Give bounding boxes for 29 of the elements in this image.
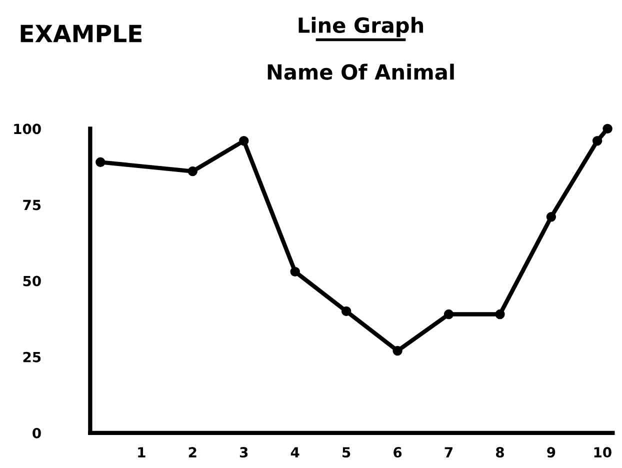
y-tick-label: 75 — [23, 200, 41, 210]
x-tick-label: 9 — [547, 447, 556, 458]
x-tick-label: 3 — [240, 447, 248, 458]
point — [495, 309, 505, 320]
x-tick-label: 7 — [444, 447, 452, 458]
y-tick-label: 25 — [23, 352, 41, 362]
chart-subtitle: Name Of Animal — [268, 64, 454, 80]
x-tick-label: 1 — [138, 447, 146, 458]
point — [96, 157, 106, 168]
point — [444, 309, 454, 320]
y-tick-label: 50 — [23, 276, 41, 286]
x-tick-label: 5 — [342, 447, 350, 458]
point — [290, 266, 300, 277]
x-tick-label: 2 — [188, 447, 196, 458]
point — [392, 346, 402, 356]
chart-title: Line Graph — [298, 16, 424, 38]
x-tick-label: 6 — [394, 447, 402, 458]
point — [546, 212, 556, 222]
text: EXAMPLE — [20, 24, 142, 42]
point — [341, 306, 352, 316]
point — [239, 136, 249, 146]
x-tick-label: 8 — [496, 447, 504, 458]
y-tick-label: 0 — [32, 428, 41, 438]
x-tick-label: 4 — [290, 447, 300, 458]
x-tick-label: 10 — [594, 447, 612, 458]
point — [602, 124, 612, 134]
point — [188, 166, 198, 176]
y-tick-label: 100 — [14, 124, 41, 134]
point — [592, 136, 602, 146]
